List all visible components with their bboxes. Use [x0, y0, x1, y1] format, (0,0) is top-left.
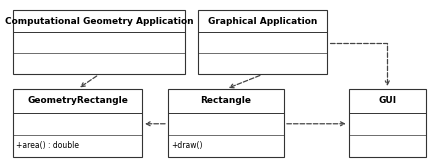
Text: +draw(): +draw(): [171, 141, 202, 150]
Bar: [348, 89, 425, 157]
Bar: [13, 89, 142, 157]
Text: Graphical Application: Graphical Application: [207, 16, 317, 26]
Bar: [13, 10, 185, 74]
Text: GeometryRectangle: GeometryRectangle: [27, 96, 127, 105]
Text: Computational Geometry Application: Computational Geometry Application: [5, 16, 193, 26]
Text: GUI: GUI: [378, 96, 396, 105]
Text: +area() : double: +area() : double: [16, 141, 79, 150]
Text: Rectangle: Rectangle: [200, 96, 251, 105]
Bar: [198, 10, 326, 74]
Bar: [167, 89, 283, 157]
